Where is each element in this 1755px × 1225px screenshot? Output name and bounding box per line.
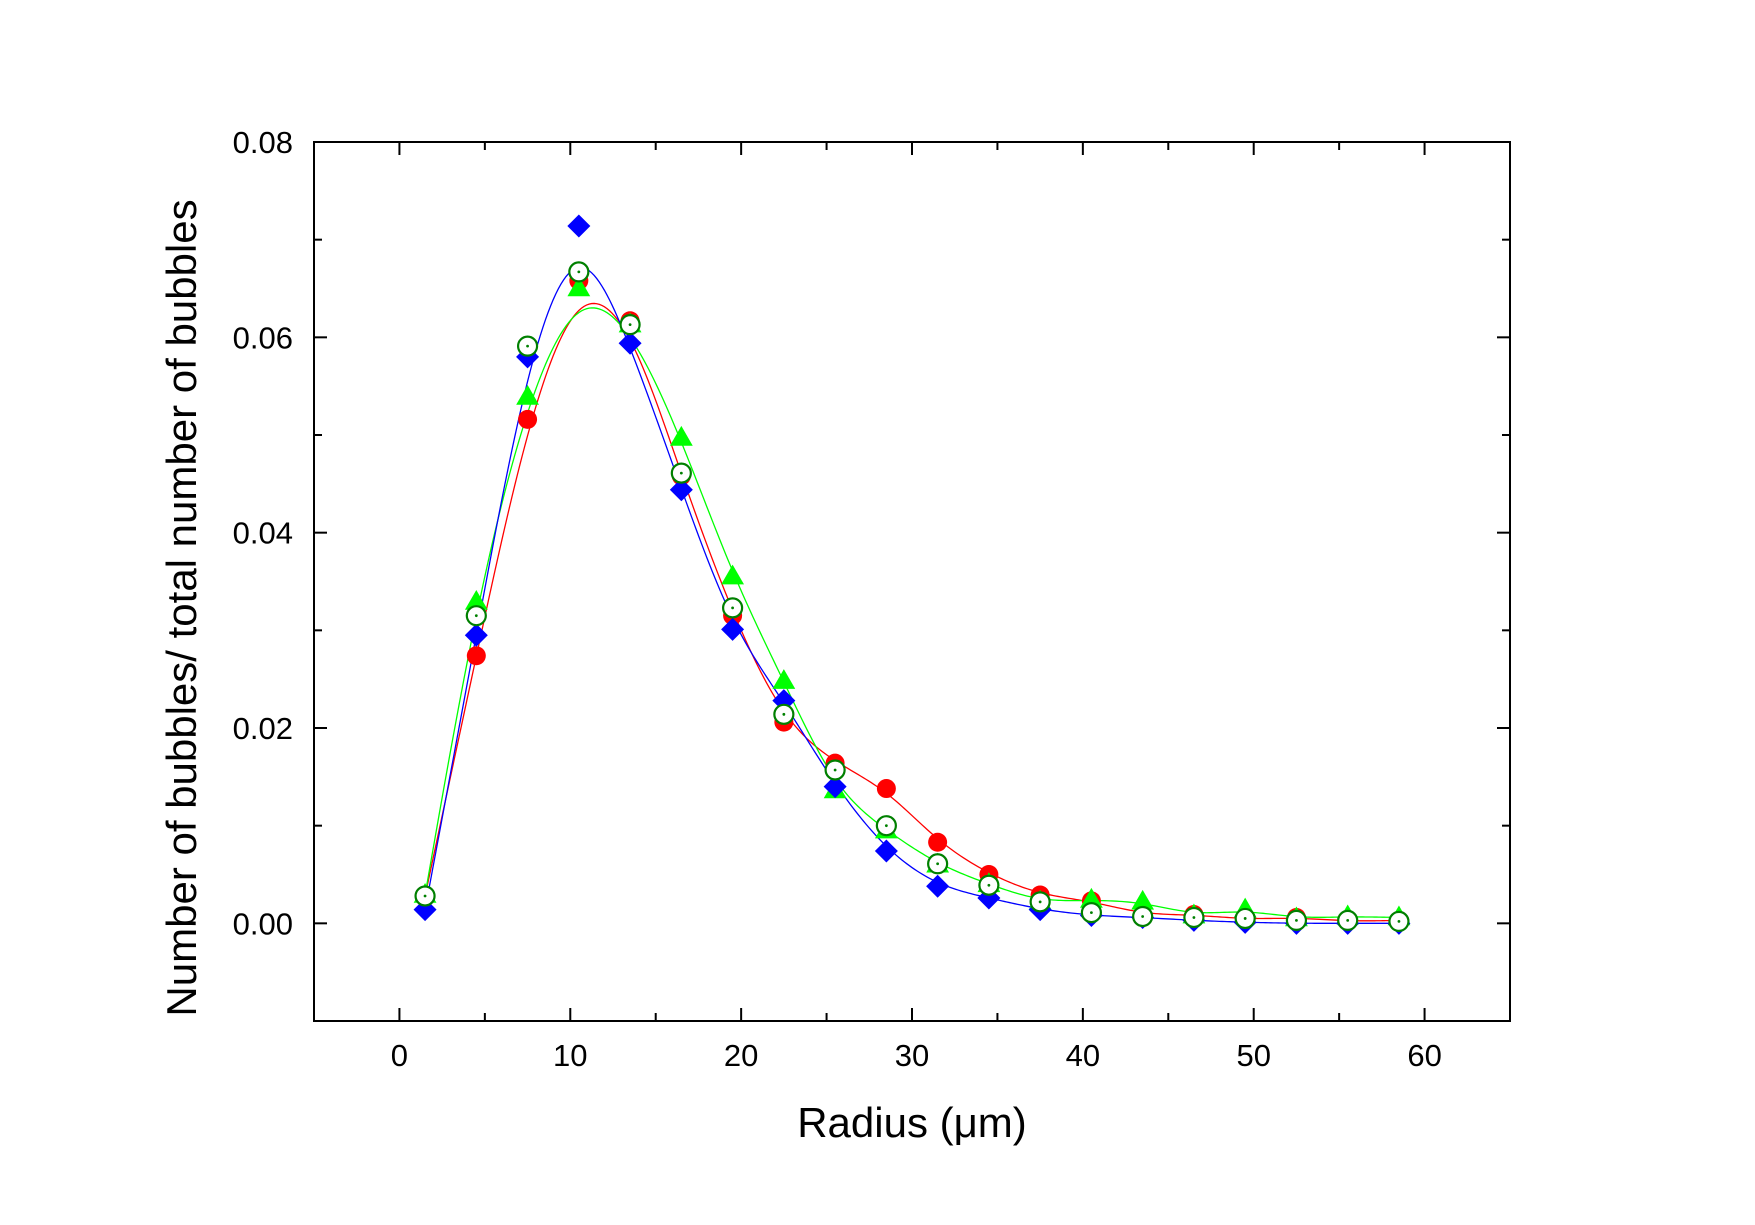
x-tick-label: 40 <box>1066 1038 1100 1073</box>
y-tick-label: 0.04 <box>233 516 293 551</box>
y-tick-label: 0.06 <box>233 320 293 355</box>
axis-ticks <box>314 141 1510 1021</box>
series-4-marker <box>721 597 744 619</box>
x-tick-label: 60 <box>1407 1038 1441 1073</box>
x-tick-label: 50 <box>1236 1038 1270 1073</box>
y-tick-label: 0.08 <box>233 125 293 160</box>
open-circle-center-dot <box>1192 916 1196 919</box>
open-circle-center-dot <box>628 323 632 327</box>
series-4-marker <box>414 885 436 907</box>
axis-tick-labels: 0 10 20 30 40 50 60 0.00 0.02 0.04 0.06 0.08 <box>233 125 1442 1073</box>
series-4-marker <box>1234 907 1256 930</box>
series-4-marker <box>619 314 641 336</box>
series-1-marker <box>928 832 948 852</box>
series-2-marker <box>567 276 591 297</box>
series-1-marker <box>518 409 538 429</box>
y-tick-label: 0.02 <box>233 711 293 746</box>
open-circle-center-dot <box>833 768 837 772</box>
series-3-marker <box>669 478 693 502</box>
series-4-marker <box>1183 906 1205 929</box>
series-3-marker <box>874 839 898 863</box>
open-circle-center-dot <box>679 471 683 475</box>
x-tick-label: 20 <box>724 1038 758 1073</box>
series-2-marker <box>721 564 744 585</box>
series-4-marker <box>568 261 590 283</box>
series-4-marker <box>1285 909 1308 932</box>
open-circle-center-dot <box>1141 915 1145 918</box>
x-tick-label: 0 <box>391 1038 408 1073</box>
series-3-marker <box>567 214 591 238</box>
series-4-marker <box>773 703 795 725</box>
x-tick-label: 30 <box>895 1038 929 1073</box>
series-1-marker <box>466 646 486 666</box>
open-circle-center-dot <box>731 606 734 610</box>
series-4-marker <box>1080 901 1103 924</box>
series-4-marker <box>875 815 897 837</box>
open-circle-center-dot <box>1090 911 1093 914</box>
open-circle-center-dot <box>1397 919 1401 923</box>
x-tick-label: 10 <box>553 1038 587 1073</box>
fit-lines <box>424 266 1399 924</box>
series-2-marker <box>464 590 488 610</box>
open-circle-center-dot <box>474 614 478 618</box>
open-circle-center-dot <box>1243 917 1247 920</box>
series-3-marker <box>618 331 642 355</box>
series-2-marker <box>1080 887 1103 908</box>
series-1-marker <box>876 779 896 799</box>
series-4-marker <box>1132 905 1154 928</box>
series-3-marker <box>464 623 488 647</box>
open-circle-center-dot <box>526 344 529 348</box>
series-4-marker <box>927 853 949 875</box>
series-1-fit-line <box>424 302 1399 922</box>
open-circle-center-dot <box>936 862 940 866</box>
series-4-marker <box>1337 909 1359 932</box>
series-4-marker <box>516 335 539 357</box>
series-4-marker <box>978 874 1000 896</box>
open-circle-center-dot <box>782 712 786 716</box>
open-circle-center-dot <box>884 824 888 828</box>
y-axis-title: Number of bubbles/ total number of bubbl… <box>158 199 205 1016</box>
series-3-marker <box>721 617 745 641</box>
open-circle-center-dot <box>577 270 581 274</box>
series-3-marker <box>926 874 950 898</box>
open-circle-center-dot <box>987 883 991 887</box>
series-4-marker <box>824 759 846 781</box>
series-4-marker <box>1388 910 1410 932</box>
open-circle-center-dot <box>1038 900 1042 904</box>
series-3-marker <box>823 775 847 799</box>
series-2-marker <box>772 669 796 689</box>
series-2-marker <box>1131 889 1155 910</box>
series-2-fit-line <box>424 307 1399 919</box>
series-3-fit-line <box>424 266 1399 924</box>
series-2-marker <box>516 384 539 405</box>
series-4-marker <box>465 605 487 627</box>
series-2-marker <box>669 425 693 446</box>
open-circle-center-dot <box>1295 919 1298 922</box>
data-markers <box>413 214 1411 935</box>
x-axis-title: Radius (μm) <box>797 1099 1027 1146</box>
series-4-marker <box>670 462 692 484</box>
open-circle-center-dot <box>423 894 427 898</box>
y-tick-label: 0.00 <box>233 906 293 941</box>
open-circle-center-dot <box>1346 919 1350 922</box>
series-4-marker <box>1029 891 1051 913</box>
